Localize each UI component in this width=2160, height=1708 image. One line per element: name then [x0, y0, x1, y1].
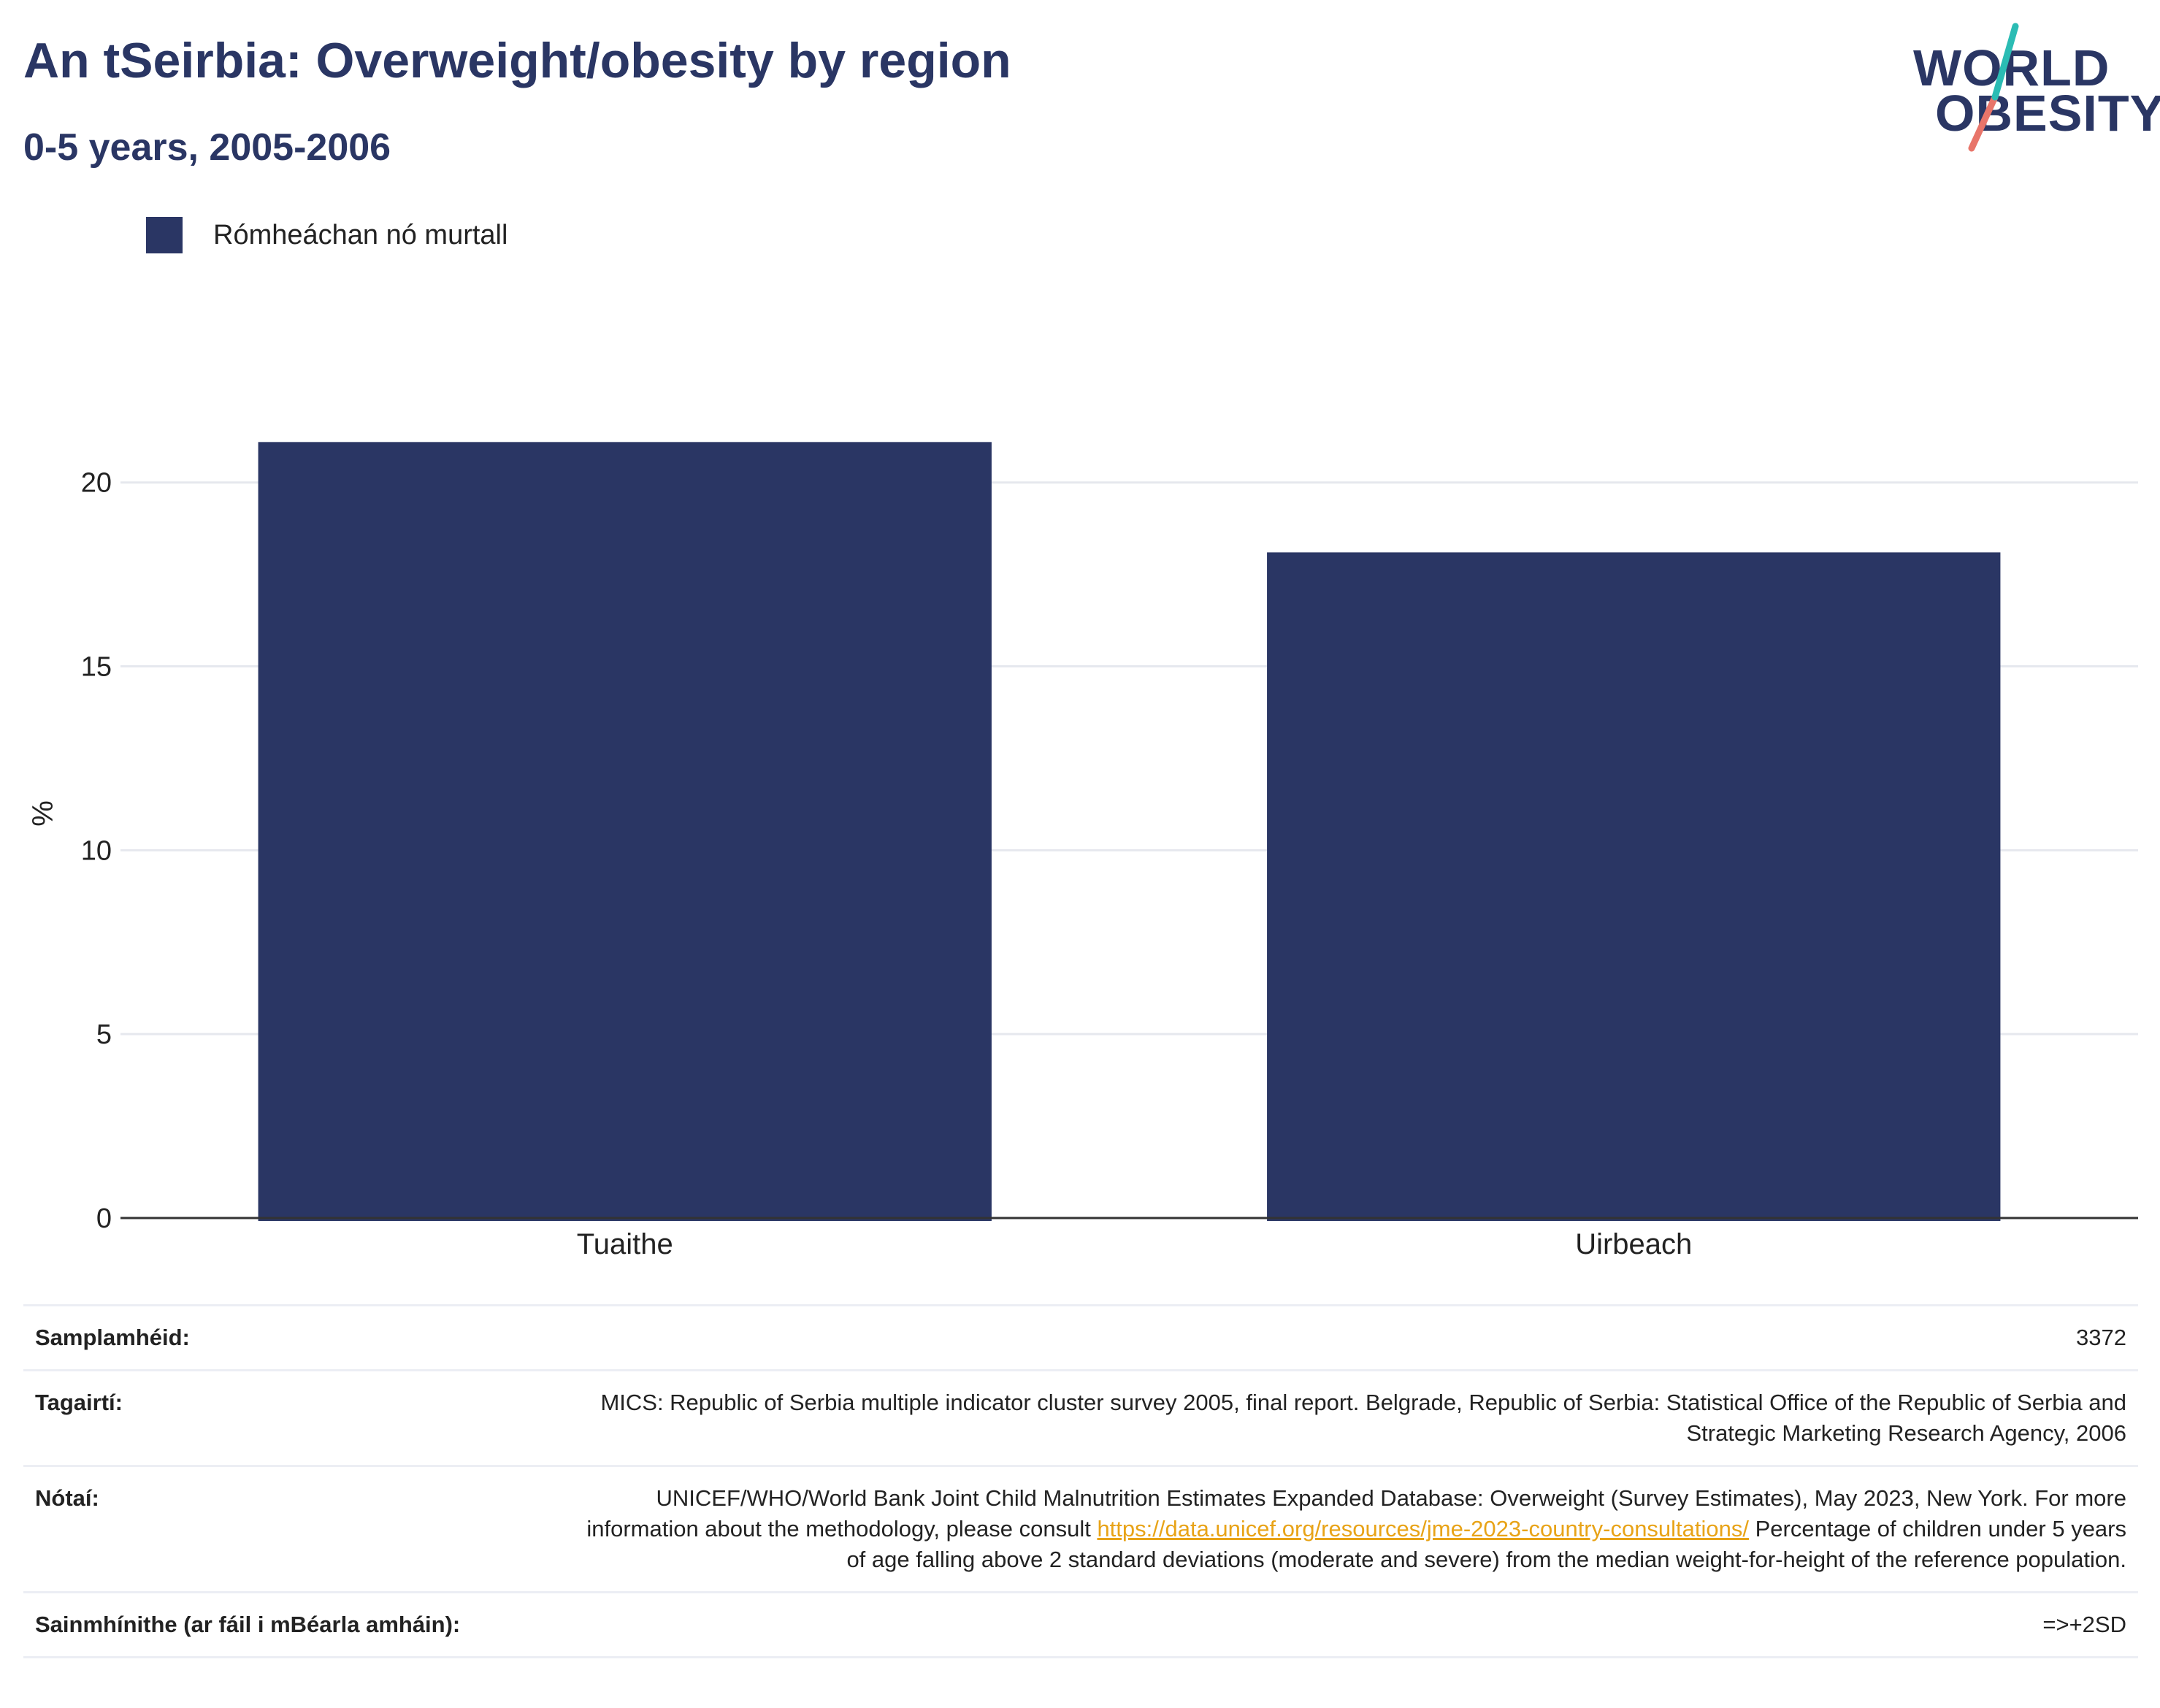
table-row: Sainmhínithe (ar fáil i mBéarla amháin):…	[23, 1591, 2138, 1658]
y-tick-label: 0	[96, 1203, 112, 1234]
y-axis-title: %	[27, 800, 59, 827]
methodology-link[interactable]: https://data.unicef.org/resources/jme-20…	[1097, 1516, 1750, 1542]
definitions-label: Sainmhínithe (ar fáil i mBéarla amháin):	[23, 1591, 572, 1658]
notes-text-before: UNICEF/WHO/World Bank Joint Child Malnut…	[586, 1485, 2126, 1542]
legend-swatch	[146, 217, 183, 253]
world-obesity-logo: WORLD OBESITY	[1906, 20, 2160, 152]
y-tick-label: 10	[81, 835, 112, 866]
logo-word-obesity: OBESITY	[1935, 85, 2160, 142]
table-row: Tagairtí: MICS: Republic of Serbia multi…	[23, 1369, 2138, 1467]
chart-title: An tSeirbia: Overweight/obesity by regio…	[23, 33, 1011, 88]
chart-legend: Rómheáchan nó murtall	[146, 216, 508, 254]
logo-slash-icon	[1968, 23, 2019, 152]
x-category-label: Uirbeach	[1575, 1228, 1692, 1260]
sample-size-label: Samplamhéid:	[23, 1304, 572, 1371]
x-category-label: Tuaithe	[577, 1228, 673, 1260]
notes-value: UNICEF/WHO/World Bank Joint Child Malnut…	[572, 1465, 2138, 1593]
bar-chart: 0 5 10 15 20 Tuaithe Uirbeach %	[27, 442, 2138, 1260]
sample-size-value: 3372	[572, 1304, 2138, 1371]
references-label: Tagairtí:	[23, 1369, 572, 1467]
info-table: Samplamhéid: 3372 Tagairtí: MICS: Republ…	[23, 1304, 2138, 1658]
bar-uirbeach[interactable]	[1267, 552, 2001, 1221]
notes-text-after: Percentage of children under 5 years of …	[846, 1516, 2126, 1572]
y-tick-label: 20	[81, 468, 112, 499]
bar-tuaithe[interactable]	[258, 442, 992, 1221]
references-value: MICS: Republic of Serbia multiple indica…	[572, 1369, 2138, 1467]
chart-subtitle: 0-5 years, 2005-2006	[23, 126, 391, 169]
table-row: Samplamhéid: 3372	[23, 1304, 2138, 1371]
y-tick-label: 5	[96, 1019, 112, 1050]
definitions-value: =>+2SD	[572, 1591, 2138, 1658]
table-row: Nótaí: UNICEF/WHO/World Bank Joint Child…	[23, 1465, 2138, 1593]
notes-label: Nótaí:	[23, 1465, 572, 1593]
legend-label: Rómheáchan nó murtall	[213, 219, 508, 250]
y-tick-label: 15	[81, 652, 112, 683]
